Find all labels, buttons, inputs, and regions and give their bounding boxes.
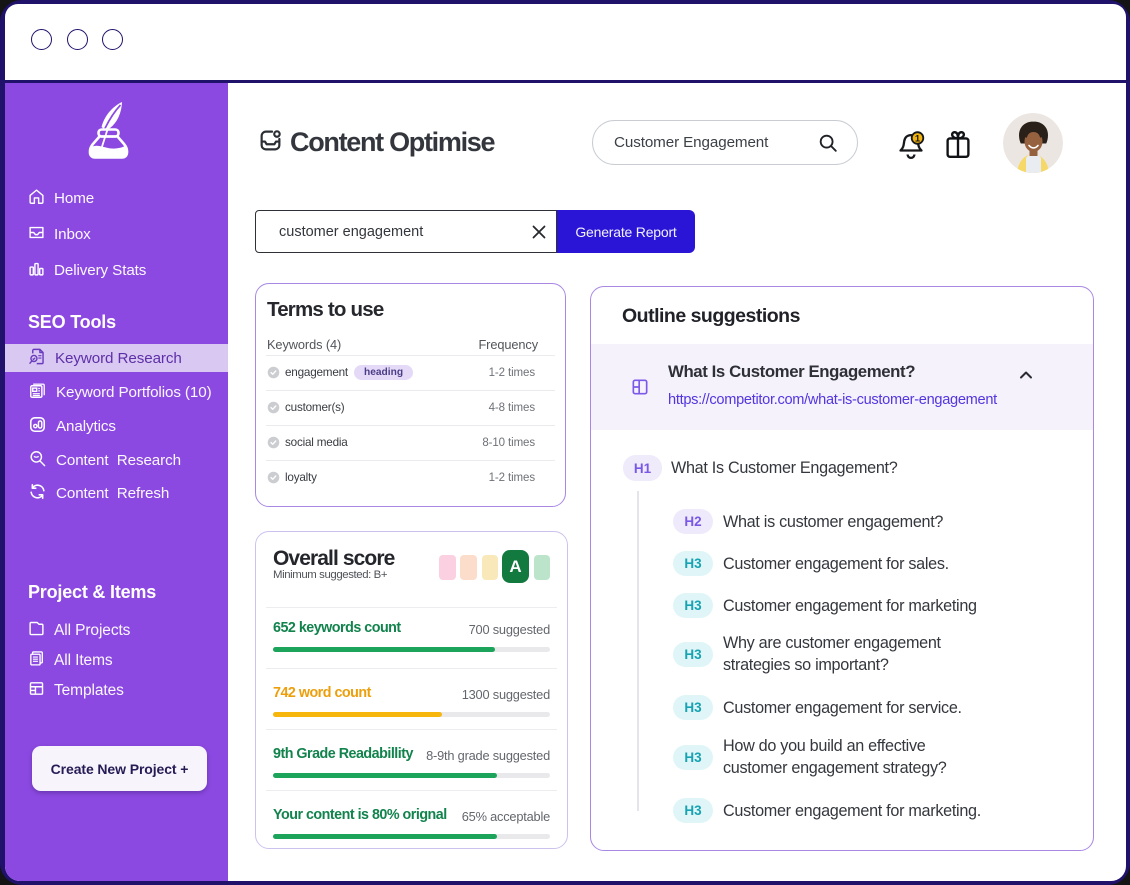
svg-text:1: 1 [915, 133, 921, 144]
